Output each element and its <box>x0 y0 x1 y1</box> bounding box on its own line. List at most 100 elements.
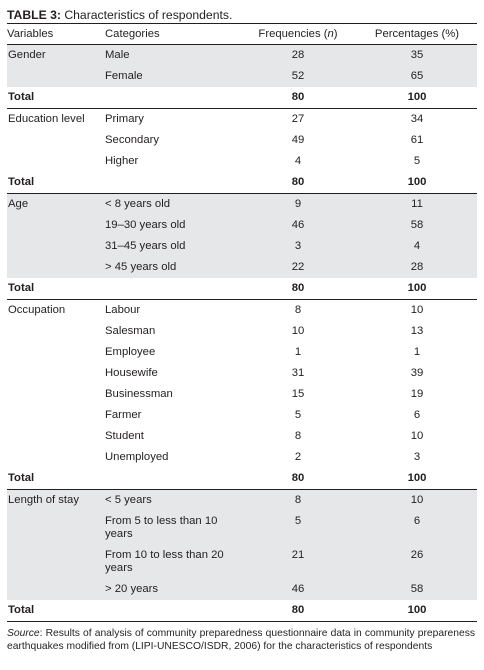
variable-cell <box>7 151 105 172</box>
table-row: Secondary 49 61 <box>7 130 477 151</box>
variable-cell <box>7 236 105 257</box>
percentage-cell: 10 <box>410 304 424 316</box>
header-percentages: Percentages (%) <box>374 28 460 40</box>
table-row: Farmer 5 6 <box>7 405 477 426</box>
total-percentage: 100 <box>407 282 427 294</box>
frequency-cell: 8 <box>294 304 302 316</box>
variable-cell <box>7 545 105 579</box>
category-cell: Female <box>105 66 239 87</box>
category-cell: From 5 to less than 10 years <box>105 511 239 545</box>
percentage-cell: 3 <box>413 451 421 463</box>
frequency-cell: 1 <box>294 346 302 358</box>
variable-cell: Education level <box>8 113 85 125</box>
category-cell: Farmer <box>105 409 142 421</box>
total-frequency: 80 <box>291 282 305 294</box>
total-empty <box>105 600 239 622</box>
total-empty <box>105 468 239 490</box>
frequency-cell: 4 <box>294 155 302 167</box>
table-body: Gender Male 28 35 Female 52 65 Total 80 100 Educat… <box>7 44 477 622</box>
category-cell: Housewife <box>105 367 158 379</box>
percentage-cell: 4 <box>357 236 477 257</box>
source-label: Source <box>7 628 40 639</box>
total-label: Total <box>8 604 35 616</box>
total-empty <box>105 87 239 109</box>
percentage-cell: 5 <box>413 155 421 167</box>
header-categories: Categories <box>105 28 160 40</box>
top-rule <box>7 23 477 24</box>
percentage-cell: 61 <box>410 134 424 146</box>
percentage-cell: 6 <box>357 511 477 545</box>
frequency-cell: 46 <box>239 215 357 236</box>
variable-cell: Occupation <box>8 304 66 316</box>
frequency-cell: 5 <box>239 511 357 545</box>
variable-cell <box>7 384 105 405</box>
table-row: Occupation Labour 8 10 <box>7 300 477 322</box>
table-row: From 5 to less than 10 years 5 6 <box>7 511 477 545</box>
category-cell: Businessman <box>105 388 173 400</box>
frequency-cell: 8 <box>239 489 357 511</box>
table-source-note: Source: Results of analysis of community… <box>7 628 475 653</box>
category-cell: Higher <box>105 155 139 167</box>
total-label: Total <box>8 176 35 188</box>
variable-cell <box>7 363 105 384</box>
table-row: Employee 1 1 <box>7 342 477 363</box>
frequency-cell: 28 <box>239 44 357 66</box>
table-row: > 45 years old 22 28 <box>7 257 477 278</box>
category-cell: Primary <box>105 113 144 125</box>
frequency-cell: 27 <box>291 113 305 125</box>
table-row: Housewife 31 39 <box>7 363 477 384</box>
variable-cell <box>7 426 105 447</box>
percentage-cell: 39 <box>410 367 424 379</box>
category-cell: Secondary <box>105 134 160 146</box>
total-empty <box>105 278 239 300</box>
frequency-cell: 5 <box>294 409 302 421</box>
table-row: Unemployed 2 3 <box>7 447 477 468</box>
total-label: Total <box>8 472 35 484</box>
category-cell: < 5 years <box>105 489 239 511</box>
table-row: Age < 8 years old 9 11 <box>7 193 477 215</box>
total-empty <box>105 172 239 194</box>
variable-cell: Age <box>7 193 105 215</box>
frequency-cell: 31 <box>291 367 305 379</box>
variable-cell <box>7 66 105 87</box>
percentage-cell: 58 <box>357 579 477 600</box>
category-cell: 31–45 years old <box>105 236 239 257</box>
source-text: : Results of analysis of community prepa… <box>7 628 475 652</box>
table-row: Higher 4 5 <box>7 151 477 172</box>
frequency-cell: 10 <box>291 325 305 337</box>
total-row: Total 80 100 <box>7 278 477 300</box>
table-row: 31–45 years old 3 4 <box>7 236 477 257</box>
frequency-cell: 52 <box>239 66 357 87</box>
header-variables: Variables <box>7 28 54 40</box>
percentage-cell: 10 <box>357 489 477 511</box>
frequency-cell: 21 <box>239 545 357 579</box>
variable-cell <box>7 321 105 342</box>
variable-cell <box>7 130 105 151</box>
percentage-cell: 13 <box>410 325 424 337</box>
table-row: Businessman 15 19 <box>7 384 477 405</box>
category-cell: > 20 years <box>105 579 239 600</box>
category-cell: > 45 years old <box>105 257 239 278</box>
category-cell: Male <box>105 44 239 66</box>
table-figure: TABLE 3: Characteristics of respondents.… <box>7 0 477 653</box>
total-percentage: 100 <box>407 604 427 616</box>
category-cell: From 10 to less than 20 years <box>105 545 239 579</box>
total-row: Total 80 100 <box>7 600 477 622</box>
variable-cell <box>7 579 105 600</box>
frequency-cell: 8 <box>294 430 302 442</box>
category-cell: Salesman <box>105 325 156 337</box>
category-cell: Employee <box>105 346 156 358</box>
total-frequency: 80 <box>291 604 305 616</box>
percentage-cell: 28 <box>357 257 477 278</box>
total-label: Total <box>8 282 35 294</box>
variable-cell <box>7 511 105 545</box>
table-row: Student 8 10 <box>7 426 477 447</box>
frequency-cell: 9 <box>239 193 357 215</box>
caption-text: Characteristics of respondents. <box>60 8 233 22</box>
table-row: Gender Male 28 35 <box>7 44 477 66</box>
table-row: Salesman 10 13 <box>7 321 477 342</box>
category-cell: 19–30 years old <box>105 215 239 236</box>
percentage-cell: 19 <box>410 388 424 400</box>
frequency-cell: 22 <box>239 257 357 278</box>
table-row: 19–30 years old 46 58 <box>7 215 477 236</box>
